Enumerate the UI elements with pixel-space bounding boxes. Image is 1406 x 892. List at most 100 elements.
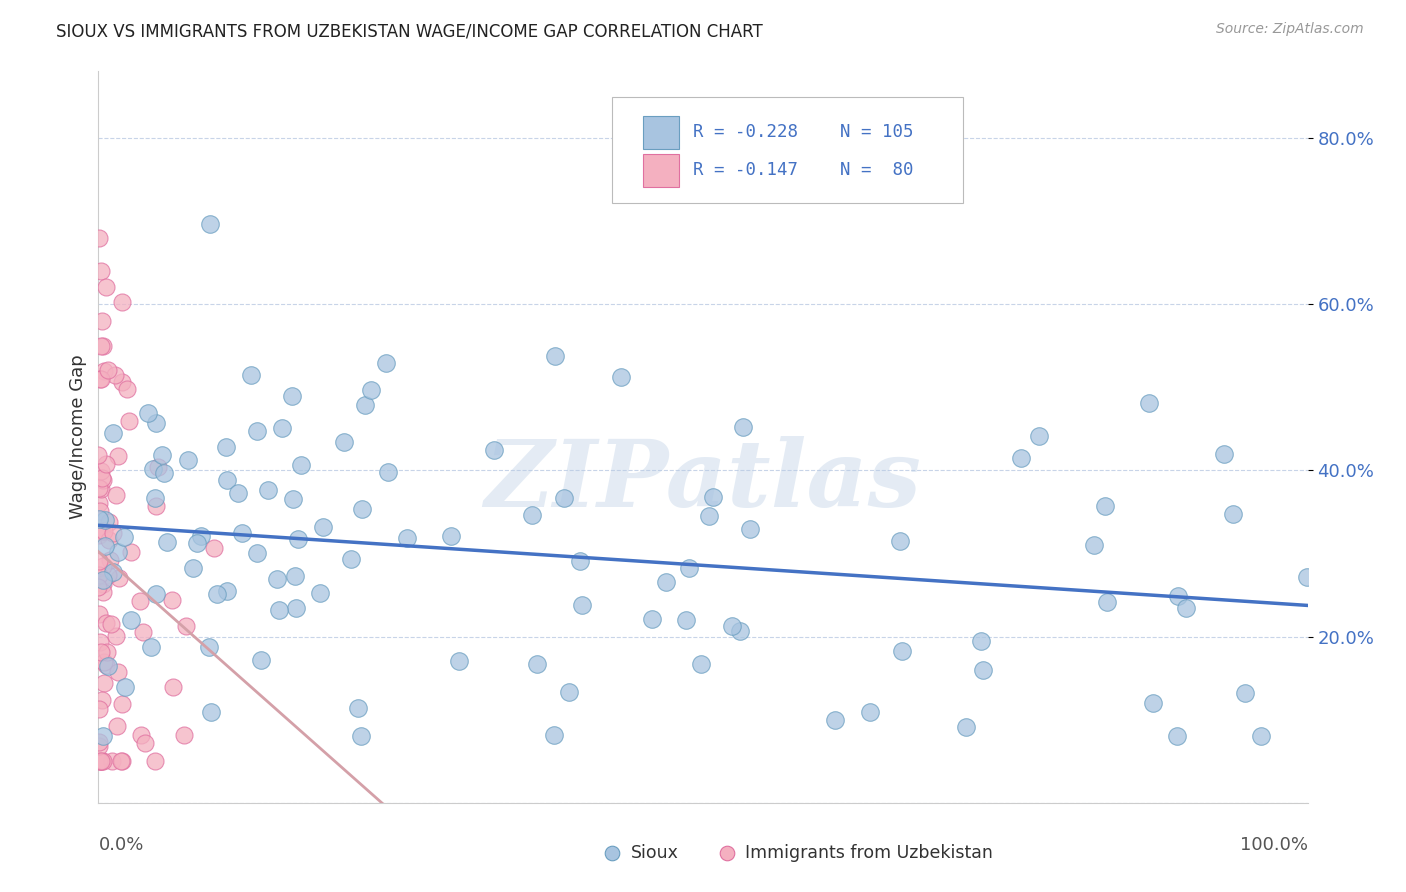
- Point: [87, 754, 110, 768]
- Point: [97, 568, 120, 582]
- Point: [93, 675, 115, 690]
- Point: [728, 624, 751, 638]
- Point: [91, 314, 114, 328]
- Point: [558, 685, 581, 699]
- Point: [1083, 538, 1105, 552]
- Point: [128, 594, 150, 608]
- Point: [690, 657, 713, 672]
- Point: [93, 473, 115, 487]
- Point: [678, 561, 700, 575]
- Point: [239, 368, 262, 382]
- Point: [89, 754, 111, 768]
- Point: [90, 754, 112, 768]
- Point: [1097, 595, 1119, 609]
- Point: [87, 448, 110, 462]
- Point: [889, 533, 911, 548]
- Point: [526, 657, 548, 671]
- Point: [1222, 508, 1244, 522]
- Point: [972, 663, 994, 677]
- Point: [176, 453, 198, 467]
- Point: [1010, 451, 1032, 466]
- Point: [143, 491, 166, 506]
- Point: [160, 593, 183, 607]
- Point: [115, 382, 138, 396]
- Point: [1094, 499, 1116, 513]
- Point: [1142, 696, 1164, 710]
- Point: [87, 607, 110, 621]
- Point: [96, 645, 118, 659]
- Point: [90, 754, 112, 768]
- Point: [100, 617, 122, 632]
- Point: [111, 754, 134, 768]
- Point: [111, 697, 134, 711]
- Point: [132, 625, 155, 640]
- Point: [1166, 729, 1188, 743]
- Point: [395, 531, 418, 545]
- Point: [120, 545, 142, 559]
- Point: [98, 553, 121, 567]
- Point: [103, 565, 125, 579]
- Point: [105, 488, 128, 502]
- Point: [108, 571, 131, 585]
- Point: [1167, 589, 1189, 603]
- FancyBboxPatch shape: [613, 97, 963, 203]
- Text: R = -0.147    N =  80: R = -0.147 N = 80: [693, 161, 914, 179]
- Point: [94, 658, 117, 673]
- Point: [440, 529, 463, 543]
- Point: [287, 532, 309, 546]
- Point: [107, 449, 129, 463]
- Point: [733, 420, 755, 434]
- Point: [91, 729, 114, 743]
- Point: [1028, 429, 1050, 443]
- Point: [90, 339, 112, 353]
- Point: [610, 370, 633, 384]
- Point: [87, 580, 110, 594]
- Point: [271, 421, 294, 435]
- Point: [290, 458, 312, 472]
- Point: [91, 754, 114, 768]
- Point: [215, 583, 238, 598]
- Point: [90, 464, 112, 478]
- Point: [145, 587, 167, 601]
- Point: [482, 442, 505, 457]
- Point: [93, 363, 115, 377]
- Point: [93, 513, 115, 527]
- Point: [449, 654, 471, 668]
- Point: [91, 573, 114, 587]
- Point: [740, 522, 762, 536]
- Point: [89, 635, 111, 649]
- Point: [118, 414, 141, 428]
- Point: [228, 485, 250, 500]
- Point: [129, 727, 152, 741]
- Bar: [643, 153, 679, 186]
- Point: [205, 587, 228, 601]
- Point: [190, 529, 212, 543]
- Point: [110, 754, 132, 768]
- Point: [87, 568, 110, 582]
- Point: [145, 500, 167, 514]
- Point: [198, 640, 221, 655]
- Point: [200, 218, 222, 232]
- Point: [87, 554, 110, 568]
- Point: [1137, 396, 1160, 410]
- Point: [173, 728, 195, 742]
- Point: [107, 665, 129, 679]
- Point: [312, 519, 335, 533]
- Point: [90, 483, 112, 497]
- Point: [87, 528, 110, 542]
- Point: [89, 512, 111, 526]
- Point: [90, 264, 112, 278]
- Point: [1213, 447, 1236, 461]
- Point: [1250, 729, 1272, 743]
- Point: [90, 645, 112, 659]
- Point: [112, 530, 135, 544]
- Point: [569, 554, 592, 568]
- Point: [824, 713, 846, 727]
- Point: [544, 349, 567, 363]
- Point: [91, 577, 114, 591]
- Point: [91, 471, 114, 485]
- Point: [266, 572, 288, 586]
- Point: [90, 693, 112, 707]
- Point: [93, 655, 115, 669]
- Point: [246, 546, 269, 560]
